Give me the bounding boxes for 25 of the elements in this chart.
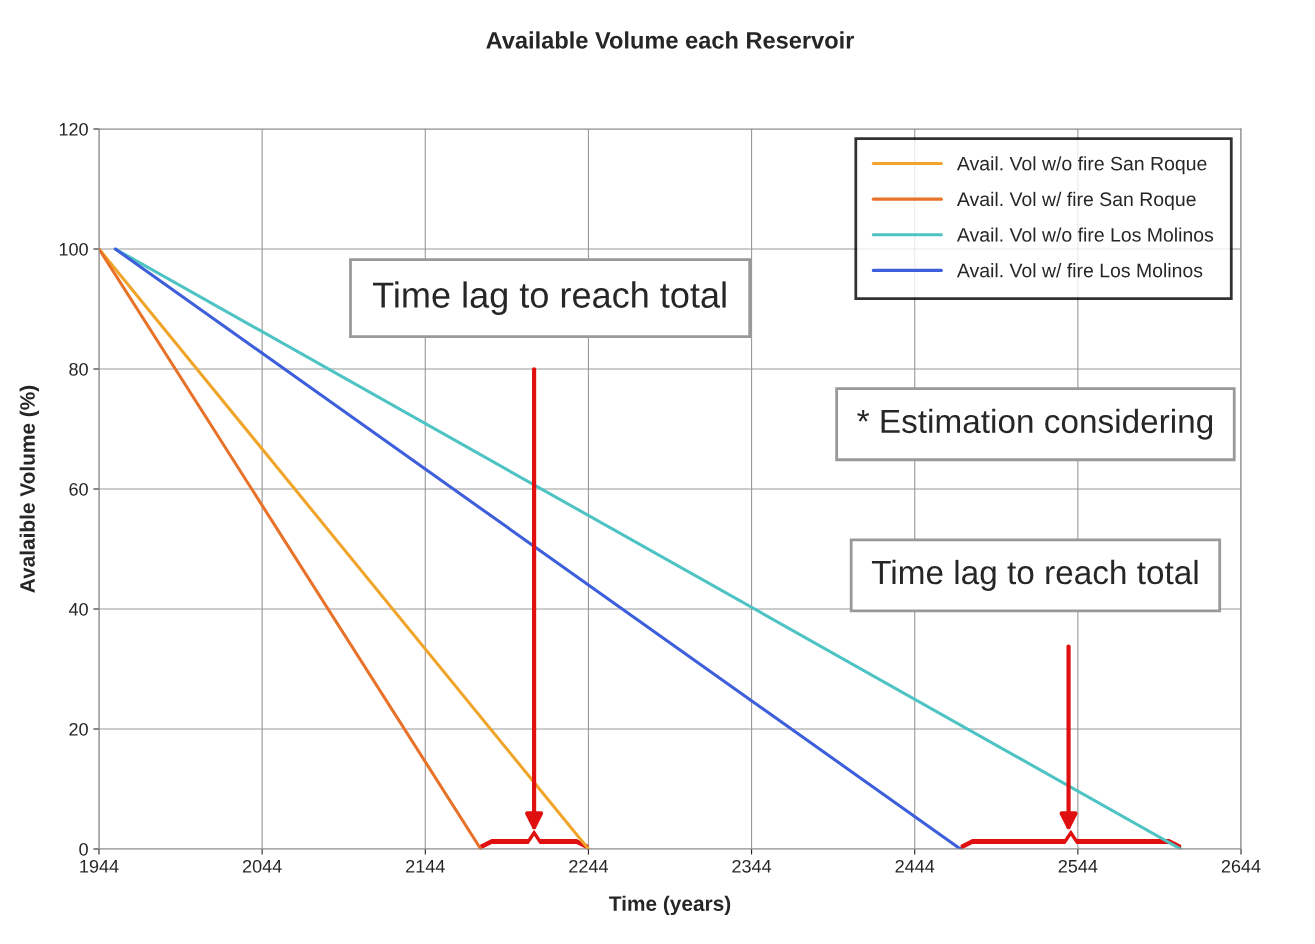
legend-label: Avail. Vol w/ fire Los Molinos: [956, 263, 1203, 278]
y-tick-label: 40: [68, 602, 88, 616]
annotation: * Estimation considering: [857, 408, 1213, 440]
y-tick-label: 60: [69, 482, 88, 496]
x-tick-label: 2444: [895, 859, 935, 873]
y-tick-label: 0: [79, 842, 88, 856]
y-tick-label: 80: [69, 362, 88, 376]
legend-label: Avail. Vol w/o fire Los Molinos: [956, 227, 1214, 242]
annotation: Time lag to reach total: [372, 281, 726, 316]
y-tick-label: 100: [59, 242, 88, 256]
x-axis-title: Time (years): [609, 895, 731, 916]
x-tick-label: 2144: [406, 859, 445, 873]
x-tick-label: 2244: [569, 859, 608, 873]
x-tick-label: 2544: [1058, 859, 1098, 873]
y-tick-label: 120: [59, 122, 88, 136]
y-axis-title: Avalaible Volume (%): [19, 385, 40, 593]
chart-title: Available Volume each Reservoir: [486, 31, 855, 49]
x-tick-label: 2344: [732, 859, 772, 873]
x-tick-label: 1944: [80, 859, 119, 873]
x-tick-label: 2044: [242, 859, 282, 873]
legend-label: Avail. Vol w/ fire San Roque: [956, 191, 1196, 210]
annotation: Time lag to reach total: [871, 559, 1198, 591]
legend-label: Avail. Vol w/o fire San Roque: [956, 156, 1207, 175]
x-tick-label: 2644: [1221, 859, 1261, 873]
y-tick-label: 20: [69, 722, 88, 736]
